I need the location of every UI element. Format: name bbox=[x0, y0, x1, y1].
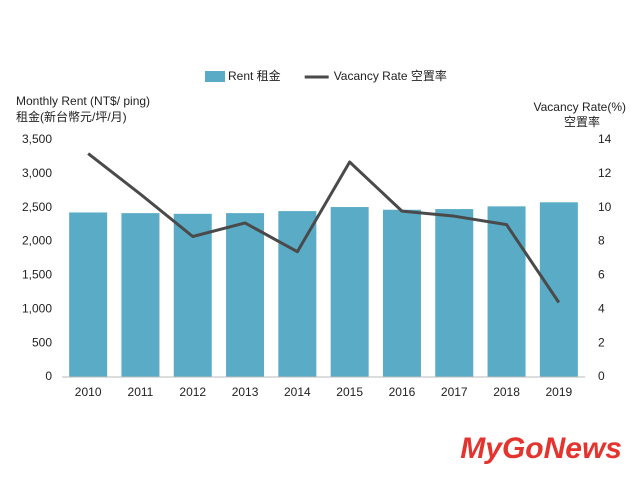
watermark: MyGoNews bbox=[460, 432, 622, 465]
x-tick-label: 2017 bbox=[441, 385, 468, 399]
y2-tick-label: 6 bbox=[598, 268, 605, 282]
y2-tick-label: 4 bbox=[598, 301, 605, 315]
y2-tick-label: 14 bbox=[598, 132, 612, 146]
line bbox=[87, 152, 561, 304]
bar bbox=[278, 211, 317, 377]
y-axis-title: 租金(新台幣元/坪/月) bbox=[16, 109, 127, 124]
bar bbox=[121, 213, 160, 377]
bar bbox=[539, 202, 578, 377]
y-tick-label: 3,000 bbox=[22, 166, 52, 180]
legend-label: Rent 租金 bbox=[228, 68, 281, 83]
x-tick-label: 2015 bbox=[336, 385, 363, 399]
y2-tick-label: 10 bbox=[598, 200, 612, 214]
y-tick-label: 0 bbox=[45, 369, 52, 383]
bar bbox=[226, 213, 265, 377]
x-tick-label: 2019 bbox=[545, 385, 572, 399]
y-tick-label: 2,500 bbox=[22, 200, 52, 214]
bar bbox=[435, 209, 474, 377]
y-tick-label: 3,500 bbox=[22, 132, 52, 146]
y-axis-title: Monthly Rent (NT$/ ping) bbox=[16, 94, 150, 108]
y2-tick-label: 12 bbox=[598, 166, 612, 180]
y2-axis-title: 空置率 bbox=[564, 114, 600, 129]
legend-label: Vacancy Rate 空置率 bbox=[334, 68, 447, 83]
x-tick-label: 2010 bbox=[75, 385, 102, 399]
y-tick-label: 1,500 bbox=[22, 268, 52, 282]
bar bbox=[382, 209, 421, 377]
y2-tick-label: 0 bbox=[598, 369, 605, 383]
x-tick-label: 2011 bbox=[128, 385, 154, 399]
x-tick-label: 2018 bbox=[493, 385, 520, 399]
x-tick-label: 2016 bbox=[389, 385, 416, 399]
y-tick-label: 2,000 bbox=[22, 234, 52, 248]
y-tick-label: 500 bbox=[32, 335, 52, 349]
y2-tick-label: 8 bbox=[598, 234, 605, 248]
bar bbox=[330, 207, 369, 377]
y2-axis-title: Vacancy Rate(%) bbox=[534, 100, 626, 114]
legend-swatch bbox=[205, 71, 225, 82]
x-tick-label: 2013 bbox=[232, 385, 259, 399]
x-tick-label: 2012 bbox=[179, 385, 206, 399]
y-tick-label: 1,000 bbox=[22, 301, 52, 315]
y2-tick-label: 2 bbox=[598, 335, 605, 349]
x-tick-label: 2014 bbox=[284, 385, 311, 399]
bar bbox=[173, 213, 212, 377]
bar bbox=[487, 206, 526, 377]
bar bbox=[69, 212, 108, 377]
